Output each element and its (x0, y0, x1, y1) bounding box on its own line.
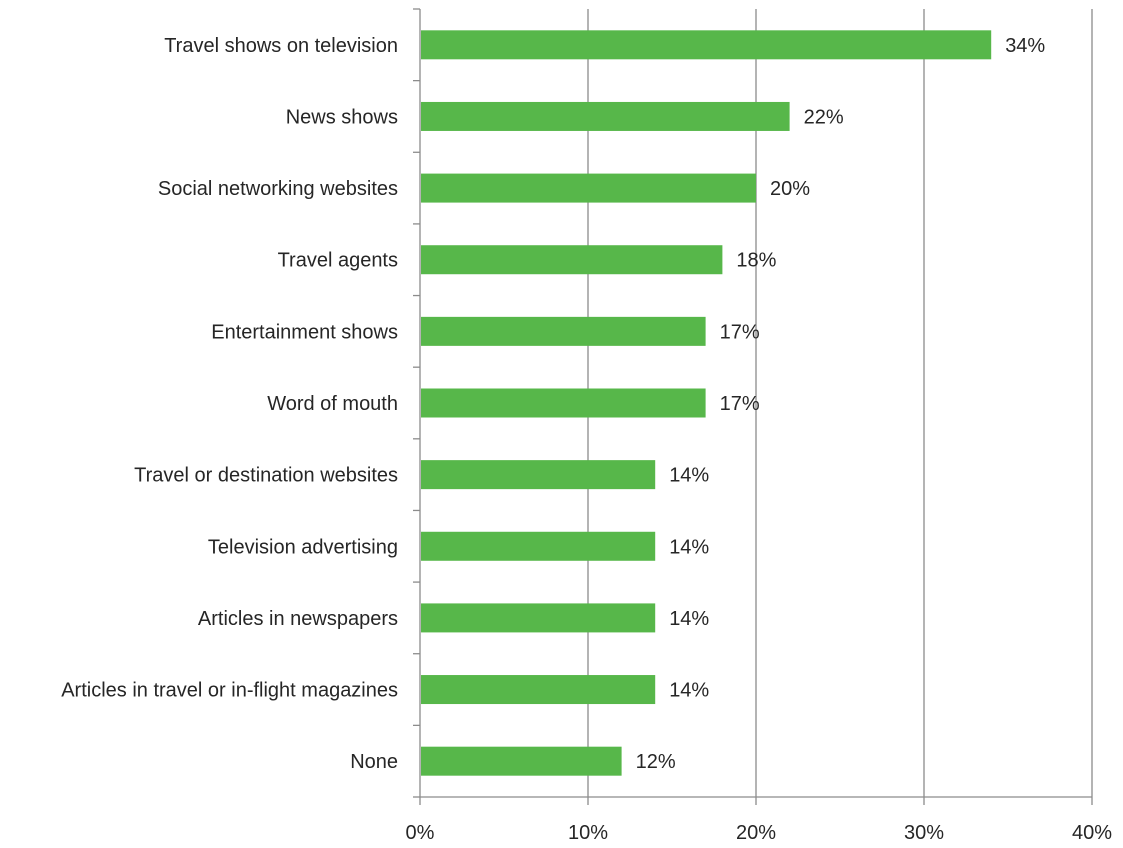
bar (421, 603, 656, 633)
category-label: Entertainment shows (211, 321, 398, 343)
bar (421, 316, 706, 346)
category-label: Articles in newspapers (198, 608, 398, 630)
data-label: 22% (804, 106, 844, 128)
x-tick-label: 10% (568, 822, 608, 844)
category-label: None (350, 751, 398, 773)
bars (421, 30, 992, 776)
bar (421, 531, 656, 561)
x-tick-label: 20% (736, 822, 776, 844)
axes (413, 8, 1093, 805)
data-label: 20% (770, 178, 810, 200)
bar (421, 460, 656, 490)
data-label: 14% (669, 536, 709, 558)
bar (421, 675, 656, 705)
bar (421, 746, 622, 776)
category-label: Travel or destination websites (134, 465, 398, 487)
x-tick-label: 0% (406, 822, 435, 844)
bar (421, 101, 790, 131)
data-label: 18% (736, 250, 776, 272)
data-label: 12% (636, 751, 676, 773)
x-tick-label: 30% (904, 822, 944, 844)
data-label: 14% (669, 680, 709, 702)
data-label: 34% (1005, 35, 1045, 57)
category-label: Articles in travel or in-flight magazine… (61, 680, 398, 702)
x-tick-label: 40% (1072, 822, 1112, 844)
category-label: Travel shows on television (164, 35, 398, 57)
data-label: 14% (669, 465, 709, 487)
labels: 0% 10% 20% 30% 40% Travel shows on television… (61, 35, 1112, 844)
bar (421, 245, 723, 275)
category-label: Travel agents (278, 250, 398, 272)
category-label: Television advertising (208, 536, 398, 558)
bar (421, 173, 756, 203)
bar (421, 388, 706, 418)
data-label: 17% (720, 321, 760, 343)
category-label: Word of mouth (267, 393, 398, 415)
category-label: Social networking websites (158, 178, 398, 200)
data-label: 14% (669, 608, 709, 630)
data-label: 17% (720, 393, 760, 415)
bar (421, 30, 992, 60)
category-label: News shows (286, 106, 398, 128)
